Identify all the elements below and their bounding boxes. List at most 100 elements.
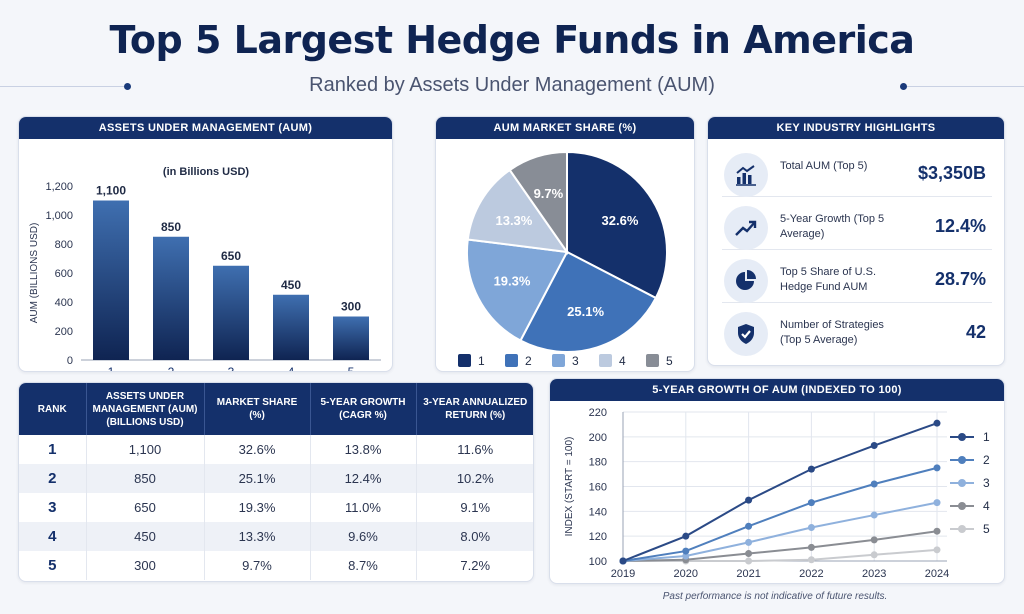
fund-data-table: RANK ASSETS UNDER MANAGEMENT (AUM) (BILL… (19, 383, 533, 580)
table-cell: 4 (19, 522, 87, 551)
x-tick-label: 1 (108, 365, 115, 372)
data-point (933, 499, 941, 507)
data-point (682, 547, 690, 555)
data-point (933, 527, 941, 535)
table-cell: 300 (86, 551, 205, 580)
y-tick-label: 220 (589, 407, 607, 419)
table-cell: 9.1% (460, 500, 491, 515)
series-line (623, 548, 938, 562)
series-line (622, 530, 938, 562)
table-cell: 1 (19, 435, 87, 464)
column-header: 5-YEAR GROWTH (CAGR %) (310, 383, 417, 435)
key-highlights-panel: KEY INDUSTRY HIGHLIGHTS Total AUM (Top 5… (707, 116, 1005, 366)
data-point (745, 496, 753, 504)
table-row: 3 650 19.3% 11.0% 9.1% (19, 493, 533, 522)
data-point (682, 532, 690, 540)
bar (333, 316, 369, 360)
series-line (622, 501, 938, 562)
pie-slice (466, 168, 570, 254)
market-share-pie-chart: 32.6% 25.1% 19.3% 13.3%9.7% 1 2 3 4 5 (458, 150, 673, 368)
legend-label: 4 (983, 499, 990, 513)
y-tick-label: 160 (589, 482, 607, 494)
pie-slice (508, 150, 568, 256)
table-cell: 10.2% (416, 464, 533, 493)
y-tick-label: 1,200 (45, 181, 73, 193)
table-cell: 19.3% (204, 493, 311, 522)
x-tick-label: 5 (348, 365, 355, 372)
pie-slice (566, 150, 668, 300)
legend-label: 1 (478, 354, 485, 368)
growth-line-chart-panel: 5-YEAR GROWTH OF AUM (INDEXED TO 100) 10… (549, 378, 1005, 584)
table-cell: 7.2% (460, 558, 491, 573)
y-axis-label: INDEX (START = 100) (564, 437, 575, 537)
data-point (870, 511, 878, 519)
page-subtitle: Ranked by Assets Under Management (AUM) (309, 74, 715, 96)
page-title: Top 5 Largest Hedge Funds in America (109, 18, 915, 62)
table-cell: 9.6% (310, 522, 417, 551)
table-cell: 3 (19, 493, 87, 522)
highlight-label: Number of Strategies (Top 5 Average) (780, 319, 884, 346)
data-point (807, 499, 815, 507)
x-tick-label: 2019 (611, 568, 635, 580)
table-cell: 12.4% (310, 464, 417, 493)
data-point (870, 551, 878, 559)
data-point (933, 546, 941, 554)
y-tick-label: 800 (55, 239, 73, 251)
y-tick-label: 0 (67, 355, 73, 367)
highlight-value: 28.7% (934, 269, 986, 289)
legend-label: 3 (572, 354, 579, 368)
data-point (870, 442, 878, 450)
table-cell: 8.0% (416, 522, 533, 551)
pie-slice-label: 25.1% (567, 304, 604, 319)
data-point (870, 480, 878, 488)
data-point (682, 552, 690, 560)
y-tick-label: 140 (589, 506, 607, 518)
column-header: RANK (19, 383, 87, 435)
x-tick-label: 2020 (674, 568, 698, 580)
highlight-label: Total AUM (Top 5) (780, 160, 868, 172)
growth-line-chart: 100 120 140 160 180 200 220 2019 2020 2021 2022 202… (564, 407, 990, 580)
footnote: Past performance is not indicative of fu… (662, 591, 888, 602)
x-tick-label: 2023 (862, 568, 886, 580)
table-cell: 5 (19, 551, 87, 580)
market-share-pie-panel: AUM MARKET SHARE (%) 32.6% 25.1% 19.3% 13.3… (435, 116, 695, 372)
divider-left (0, 86, 124, 87)
divider-dot-right (900, 83, 907, 90)
legend-swatch (505, 354, 518, 367)
table-row: 1 1,100 32.6% 13.8% 11.6% (19, 435, 533, 464)
legend-label: 2 (525, 354, 532, 368)
y-tick-label: 1,000 (45, 210, 73, 222)
table-cell: 850 (86, 464, 205, 493)
highlight-growth: 5-Year Growth (Top 5 Average) 12.4% (722, 204, 992, 250)
trend-up-icon (724, 206, 768, 250)
data-point (745, 538, 753, 546)
pie-slice-label: 9.7% (534, 186, 564, 201)
legend-label: 1 (983, 430, 990, 444)
aum-bar-chart: (in Billions USD) 0 200 400 600 800 1,000 1,200… (29, 166, 381, 372)
data-point (870, 536, 878, 544)
legend-marker (958, 502, 966, 510)
y-tick-label: 600 (55, 268, 73, 280)
pie-chart-title: AUM MARKET SHARE (%) (436, 117, 694, 139)
legend-marker (958, 479, 966, 487)
table-cell: 11.0% (310, 493, 417, 522)
highlights-title: KEY INDUSTRY HIGHLIGHTS (708, 117, 1004, 139)
bar (213, 265, 249, 360)
table-row: 4 450 13.3% 9.6% 8.0% (19, 522, 533, 551)
y-tick-label: 200 (55, 326, 73, 338)
y-tick-label: 180 (589, 457, 607, 469)
y-tick-label: 100 (589, 556, 607, 568)
data-point (745, 557, 753, 565)
data-point (807, 523, 815, 531)
table-header-row: RANK ASSETS UNDER MANAGEMENT (AUM) (BILL… (19, 383, 533, 435)
table-row: 2 850 25.1% 12.4% 10.2% (19, 464, 533, 493)
bar-value-label: 450 (281, 278, 301, 292)
table-cell: 32.6% (204, 435, 311, 464)
series-line (622, 422, 938, 562)
bar (153, 236, 189, 360)
highlight-value: 42 (965, 322, 986, 342)
table-cell: 8.7% (310, 551, 417, 580)
bar (273, 294, 309, 360)
pie-slice-label: 13.3% (495, 213, 532, 228)
x-tick-label: 4 (288, 365, 295, 372)
